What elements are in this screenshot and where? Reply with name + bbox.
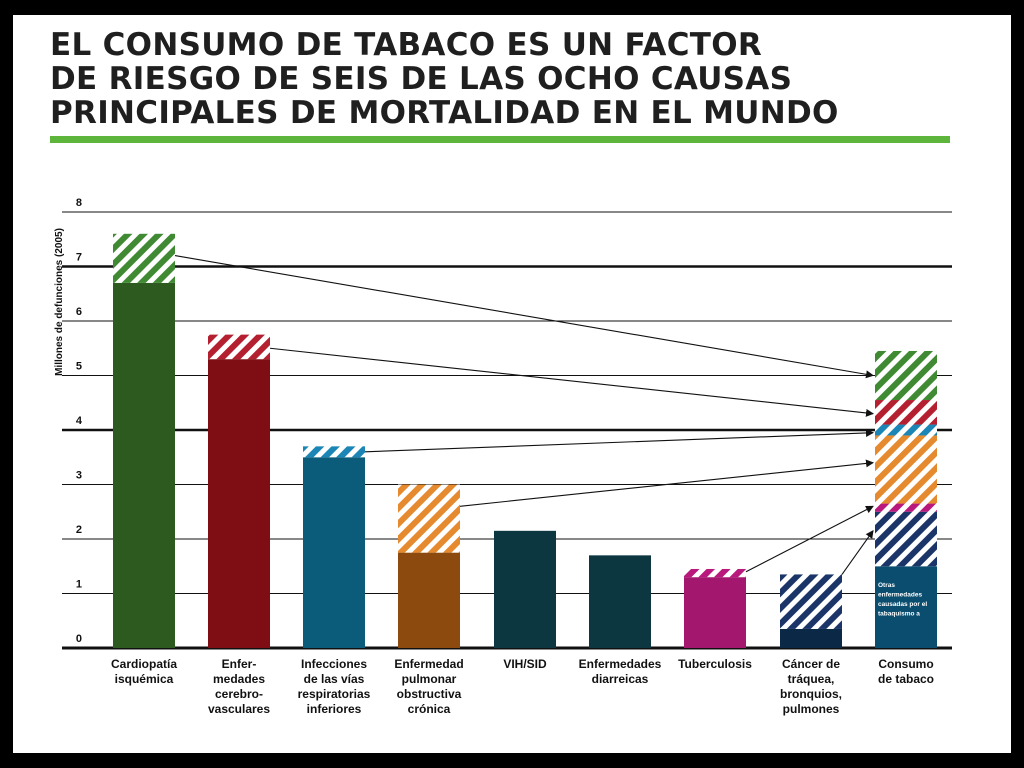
arrow-cardio xyxy=(174,255,874,379)
x-category-label: Cáncer de xyxy=(782,657,840,671)
bar-epoc-hatched xyxy=(398,484,460,553)
x-category-label: Tuberculosis xyxy=(678,657,752,671)
x-category-label: Cardiopatía xyxy=(111,657,177,671)
bar-infecciones-hatched xyxy=(303,446,365,458)
labels-layer: 0 1 2 3 4 5 6 7 8 Millones de defunciones (2005) O… xyxy=(54,197,934,716)
tobacco-note-line: causadas por el xyxy=(878,601,927,608)
y-tick-label: 4 xyxy=(76,415,83,427)
y-tick-label: 3 xyxy=(76,470,82,482)
x-category-label: medades xyxy=(213,672,265,686)
bar-cerebro-hatched xyxy=(208,334,270,360)
page-title: EL CONSUMO DE TABACO ES UN FACTOR DE RIE… xyxy=(50,28,970,130)
bar-cancer-hatched xyxy=(780,574,842,629)
bar-cardio-solid xyxy=(113,282,175,648)
bar-epoc-solid xyxy=(398,552,460,648)
x-category-label: crónica xyxy=(408,702,451,716)
arrows-layer xyxy=(174,255,874,575)
y-tick-label: 1 xyxy=(76,579,82,591)
bar-cancer-solid xyxy=(780,628,842,648)
bar-vih-solid xyxy=(494,530,556,648)
bar-diarreicas-solid xyxy=(589,555,651,648)
bar-tabaco-segment-0 xyxy=(875,566,937,648)
arrow-cerebro xyxy=(269,347,874,417)
tobacco-note-line: enfermedades xyxy=(878,592,922,599)
title-line-3: PRINCIPALES DE MORTALIDAD EN EL MUNDO xyxy=(50,95,839,131)
x-category-label: obstructiva xyxy=(397,687,462,701)
x-category-label: isquémica xyxy=(115,672,174,686)
x-category-label: inferiores xyxy=(307,702,362,716)
bar-tuberculosis-hatched xyxy=(684,568,746,578)
x-category-label: diarreicas xyxy=(592,672,649,686)
bar-tuberculosis-solid xyxy=(684,577,746,648)
x-category-label: Consumo xyxy=(878,657,933,671)
x-category-label: Enfermedades xyxy=(579,657,662,671)
x-category-label: bronquios, xyxy=(780,687,842,701)
bar-tabaco-segment-4 xyxy=(875,424,937,436)
title-line-2: DE RIESGO DE SEIS DE LAS OCHO CAUSAS xyxy=(50,61,793,97)
x-category-label: pulmones xyxy=(783,702,840,716)
x-category-label: de tabaco xyxy=(878,672,934,686)
arrow-infecciones xyxy=(364,428,874,453)
bar-infecciones-solid xyxy=(303,457,365,648)
y-tick-label: 5 xyxy=(76,361,82,373)
y-tick-label: 2 xyxy=(76,524,82,536)
x-category-label: cerebro- xyxy=(215,687,263,701)
bar-cardio-hatched xyxy=(113,233,175,283)
y-tick-label: 8 xyxy=(76,197,82,209)
title-line-1: EL CONSUMO DE TABACO ES UN FACTOR xyxy=(50,27,763,63)
bar-tabaco-segment-2 xyxy=(875,503,937,512)
x-category-label: Enfer- xyxy=(222,657,257,671)
x-category-label: Infecciones xyxy=(301,657,367,671)
y-tick-label: 6 xyxy=(76,306,82,318)
bar-tabaco-segment-6 xyxy=(875,350,937,401)
y-axis-title: Millones de defunciones (2005) xyxy=(54,228,65,376)
bar-tabaco-segment-1 xyxy=(875,511,937,567)
tobacco-note-line: tabaquismo a xyxy=(878,611,920,618)
arrow-cancer xyxy=(841,530,874,575)
x-category-label: pulmonar xyxy=(402,672,457,686)
arrow-tuberculosis xyxy=(745,505,874,573)
bar-tabaco-segment-5 xyxy=(875,400,937,425)
x-category-label: de las vías xyxy=(304,672,365,686)
bar-tabaco-segment-3 xyxy=(875,435,937,504)
tobacco-note-line: Otras xyxy=(878,582,895,589)
x-category-label: tráquea, xyxy=(788,672,835,686)
title-rule xyxy=(50,136,950,143)
bar-cerebro-solid xyxy=(208,359,270,648)
x-category-label: VIH/SID xyxy=(503,657,547,671)
y-tick-label: 7 xyxy=(76,252,82,264)
x-category-label: respiratorias xyxy=(298,687,371,701)
x-category-label: vasculares xyxy=(208,702,270,716)
x-category-label: Enfermedad xyxy=(394,657,463,671)
y-tick-label: 0 xyxy=(76,633,82,645)
arrow-epoc xyxy=(459,459,874,507)
bars-layer xyxy=(113,233,937,648)
